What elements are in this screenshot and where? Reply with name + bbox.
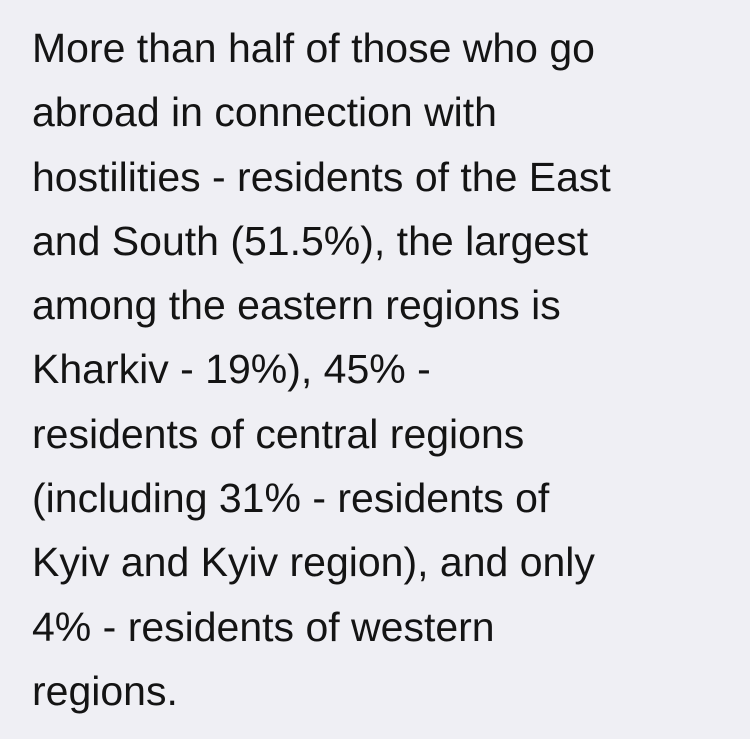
text-line: 4% - residents of western [32, 603, 495, 650]
text-line: hostilities - residents of the East [32, 153, 611, 200]
text-line: Kyiv and Kyiv region), and only [32, 539, 595, 586]
text-line: More than half of those who go [32, 25, 595, 71]
text-line: (including 31% - residents of [32, 475, 550, 522]
text-line: Kharkiv - 19%), 45% - [32, 346, 431, 393]
text-line: and South (51.5%), the largest [32, 217, 589, 264]
text-line: among the eastern regions is [32, 282, 561, 329]
text-line: regions. [32, 667, 178, 714]
text-line: abroad in connection with [32, 89, 497, 136]
text-line: residents of central regions [32, 410, 525, 457]
